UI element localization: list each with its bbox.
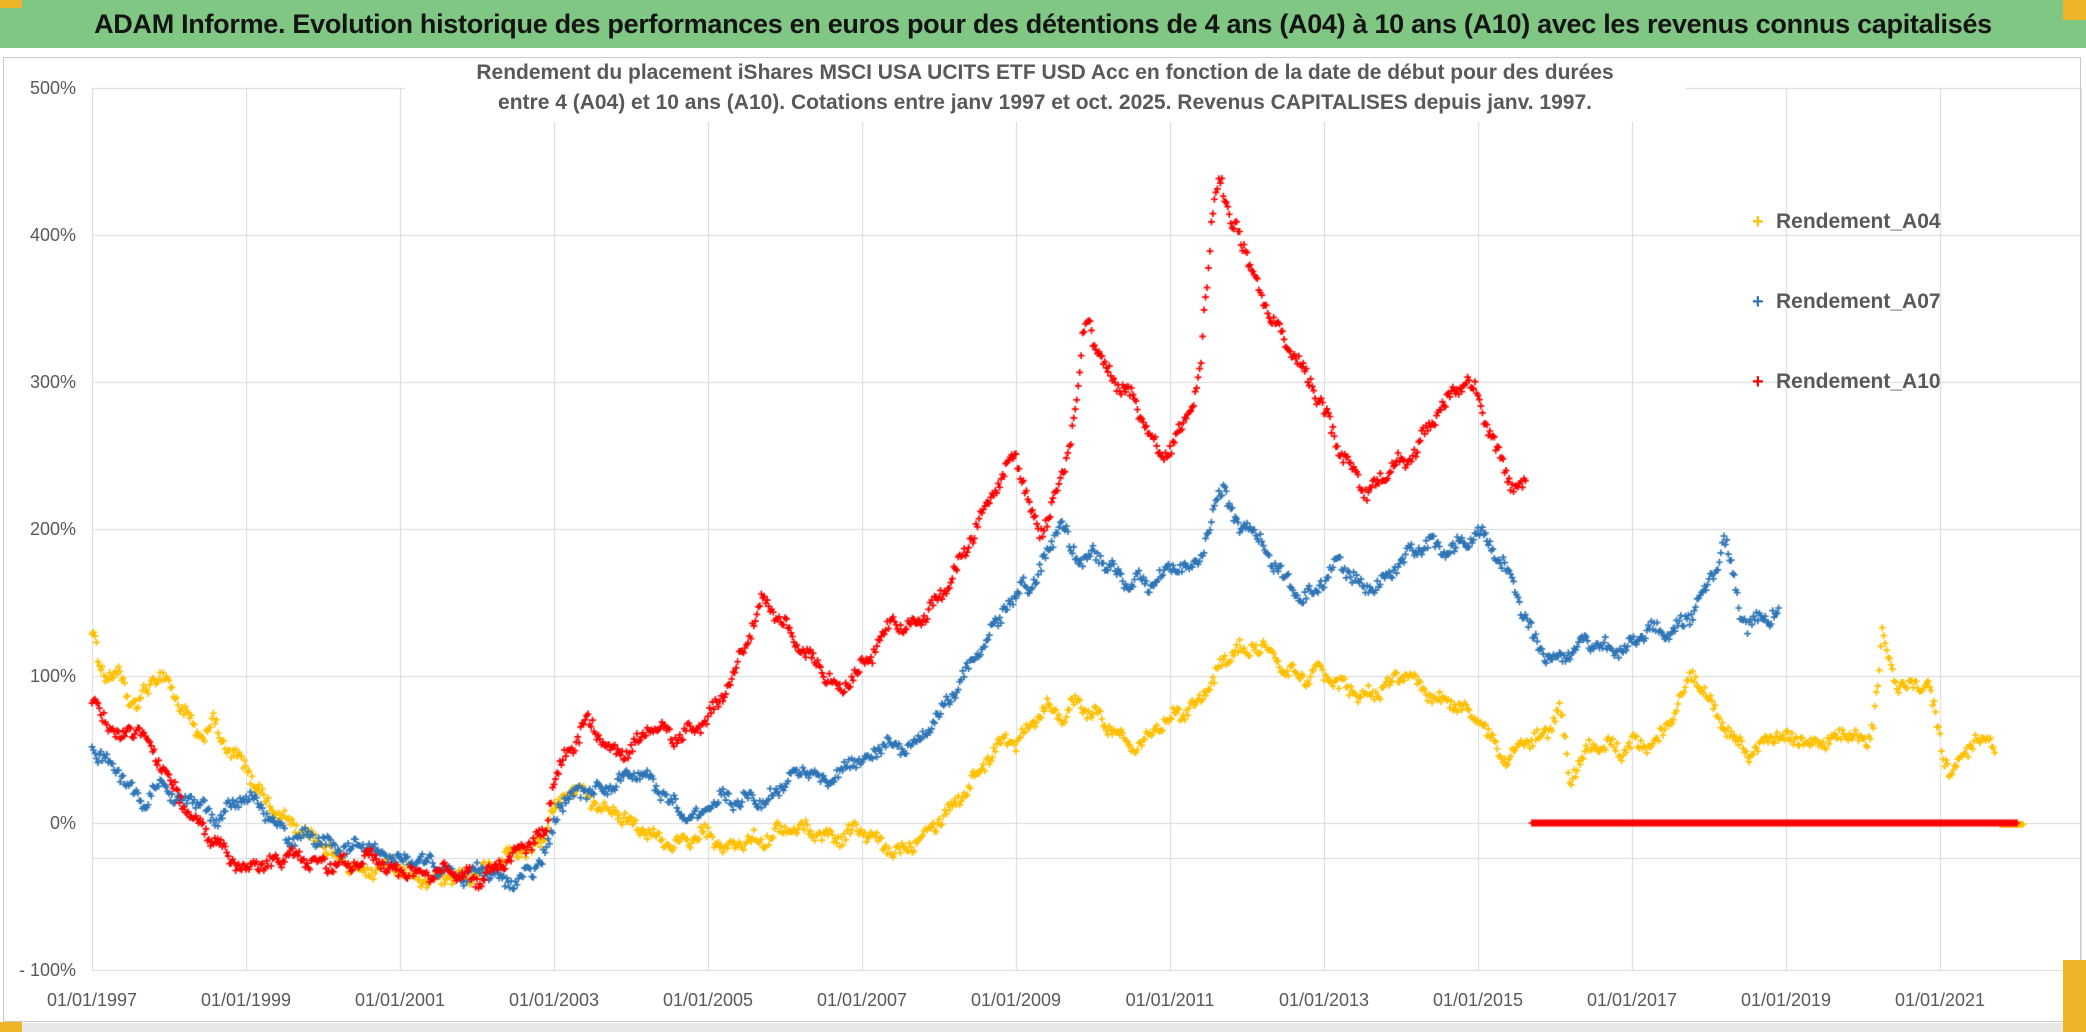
y-axis-label: 0% <box>49 813 76 833</box>
x-axis-label: 01/01/2007 <box>816 990 908 1010</box>
x-axis-label: 01/01/1997 <box>46 990 138 1010</box>
legend-label: Rendement_A10 <box>1776 370 1941 393</box>
x-axis-label: 01/01/2021 <box>1894 990 1986 1010</box>
legend-item-rendement_a10: + Rendement_A10 <box>1752 342 1941 422</box>
y-axis-label: - 100% <box>18 960 76 980</box>
x-axis-label: 01/01/2013 <box>1278 990 1370 1010</box>
chart-title-line2: entre 4 (A04) et 10 ans (A10). Cotations… <box>498 91 1592 114</box>
left-accent-tab <box>0 0 22 8</box>
x-axis-label: 01/01/2015 <box>1432 990 1524 1010</box>
y-axis-label: 500% <box>29 78 76 98</box>
right-bottom-accent <box>2063 960 2086 1032</box>
legend-label: Rendement_A07 <box>1776 290 1941 313</box>
legend-label: Rendement_A04 <box>1776 210 1941 233</box>
y-axis-label: 400% <box>29 225 76 245</box>
x-axis-label: 01/01/2009 <box>970 990 1062 1010</box>
x-axis-label: 01/01/2005 <box>662 990 754 1010</box>
plus-marker-icon: + <box>1752 210 1764 233</box>
plus-marker-icon: + <box>1752 290 1764 313</box>
x-axis-label: 01/01/1999 <box>200 990 292 1010</box>
x-axis-label: 01/01/2001 <box>354 990 446 1010</box>
chart-title-line1: Rendement du placement iShares MSCI USA … <box>476 61 1614 84</box>
right-top-accent <box>2063 0 2086 20</box>
x-axis-label: 01/01/2003 <box>508 990 600 1010</box>
y-axis-label: 300% <box>29 372 76 392</box>
x-axis-label: 01/01/2017 <box>1586 990 1678 1010</box>
legend-item-rendement_a04: + Rendement_A04 <box>1752 182 1941 262</box>
x-axis-label: 01/01/2019 <box>1740 990 1832 1010</box>
y-axis-label: 100% <box>29 666 76 686</box>
bottom-left-accent <box>0 1022 22 1032</box>
bottom-strip <box>0 1022 2086 1032</box>
legend: + Rendement_A04 + Rendement_A07 + Rendement_A… <box>1752 182 1982 422</box>
x-axis-label: 01/01/2011 <box>1125 990 1215 1010</box>
plus-marker-icon: + <box>1752 370 1764 393</box>
chart-title: Rendement du placement iShares MSCI USA … <box>405 58 1685 122</box>
y-axis-label: 200% <box>29 519 76 539</box>
legend-item-rendement_a07: + Rendement_A07 <box>1752 262 1941 342</box>
